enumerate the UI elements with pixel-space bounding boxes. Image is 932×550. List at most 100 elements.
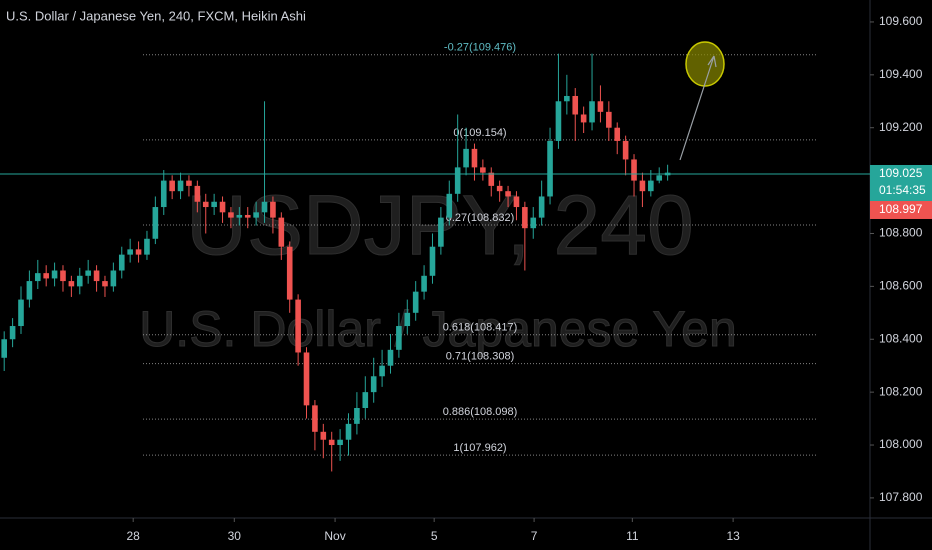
candle-body — [622, 140, 629, 160]
candle-body — [337, 439, 343, 446]
candle-body — [9, 326, 16, 340]
candle-body — [648, 180, 654, 192]
candle-body — [160, 180, 167, 208]
fib-label: 0.27(108.832) — [446, 212, 515, 224]
candle-body — [404, 312, 411, 327]
bid-price-box — [870, 200, 932, 219]
candle-body — [135, 249, 142, 255]
candle-body — [320, 431, 327, 440]
last-price-label: 109.025 — [879, 166, 923, 180]
candle-body — [278, 217, 285, 247]
y-tick-label: 107.800 — [879, 490, 923, 504]
candle-body — [270, 201, 276, 218]
x-tick-label: 28 — [127, 529, 141, 543]
y-tick-label: 109.200 — [879, 120, 923, 134]
x-tick-label: 5 — [431, 529, 438, 543]
candle-body — [387, 349, 394, 366]
candle-body — [362, 392, 369, 409]
candle-body — [513, 196, 520, 208]
candle-body — [177, 180, 184, 192]
candle-body — [555, 101, 562, 141]
candle-body — [60, 270, 66, 282]
candle-body — [438, 217, 444, 247]
candle-body — [463, 148, 469, 168]
candle-body — [102, 281, 108, 287]
candle-body — [471, 148, 478, 168]
y-tick-label: 108.000 — [879, 437, 923, 451]
candle-body — [51, 270, 58, 279]
candle-body — [488, 172, 495, 186]
candle-body — [144, 238, 150, 255]
arrow-head — [707, 55, 717, 68]
candle-body — [421, 275, 427, 292]
candle-body — [639, 180, 646, 192]
fib-label: 0(109.154) — [453, 127, 506, 139]
candle-body — [295, 299, 301, 353]
target-circle — [685, 41, 725, 87]
candle-body — [564, 95, 570, 102]
candle-body — [18, 299, 24, 327]
candle-body — [522, 207, 528, 229]
candle-body — [152, 207, 159, 239]
fib-label: -0.27(109.476) — [444, 42, 516, 54]
candle-body — [446, 193, 453, 218]
candle-body — [597, 101, 604, 112]
candle-body — [68, 281, 75, 287]
x-tick-label: 11 — [626, 529, 639, 543]
y-tick-label: 109.600 — [879, 14, 923, 28]
candle-body — [303, 352, 310, 406]
candle-body — [589, 101, 595, 123]
candle-body — [169, 180, 175, 192]
candle-body — [286, 246, 293, 300]
bid-price-label: 108.997 — [879, 202, 923, 216]
candle-body — [202, 201, 209, 208]
candle-body — [236, 214, 243, 218]
fib-label: 1(107.962) — [453, 442, 506, 454]
candle-body — [429, 246, 436, 276]
fib-label: 0.71(108.308) — [446, 350, 515, 362]
candle-body — [219, 201, 226, 213]
candle-body — [328, 439, 335, 446]
candle-body — [186, 180, 192, 186]
y-tick-label: 108.400 — [879, 331, 923, 345]
candle-body — [412, 291, 419, 313]
candle-body — [118, 254, 125, 271]
candle-body — [26, 281, 33, 300]
candle-body — [580, 114, 587, 123]
candle-body — [261, 201, 268, 213]
x-tick-label: 30 — [228, 529, 242, 543]
candle-body — [76, 275, 83, 287]
candle-body — [93, 270, 100, 282]
candle-body — [614, 127, 621, 141]
arrow-line — [679, 55, 715, 161]
fib-label: 0.618(108.417) — [443, 322, 518, 334]
candle-body — [85, 270, 91, 276]
candle-body — [530, 217, 537, 229]
y-tick-label: 109.400 — [879, 67, 923, 81]
candle-body — [194, 185, 201, 202]
candle-body — [572, 95, 579, 115]
candle-body — [211, 201, 217, 208]
candle-body — [631, 159, 637, 181]
candle-body — [244, 214, 251, 218]
candle-body — [110, 270, 117, 287]
y-tick-label: 108.200 — [879, 384, 923, 398]
candle-body — [345, 423, 352, 440]
candle-body — [480, 167, 486, 173]
candle-body — [606, 111, 612, 128]
candle-body — [505, 191, 511, 197]
candle-body — [43, 273, 49, 279]
candle-body — [228, 212, 234, 218]
candle-body — [253, 212, 259, 218]
watermark-subtitle: U.S. Dollar / Japanese Yen — [139, 301, 737, 357]
countdown: 01:54:35 — [879, 183, 926, 197]
candle-body — [656, 175, 663, 181]
candle-body — [379, 365, 385, 377]
candle-body — [496, 185, 503, 192]
candle-body — [34, 273, 41, 282]
chart-title: U.S. Dollar / Japanese Yen, 240, FXCM, H… — [6, 8, 306, 23]
candle-body — [547, 140, 553, 197]
candle-body — [354, 408, 360, 424]
